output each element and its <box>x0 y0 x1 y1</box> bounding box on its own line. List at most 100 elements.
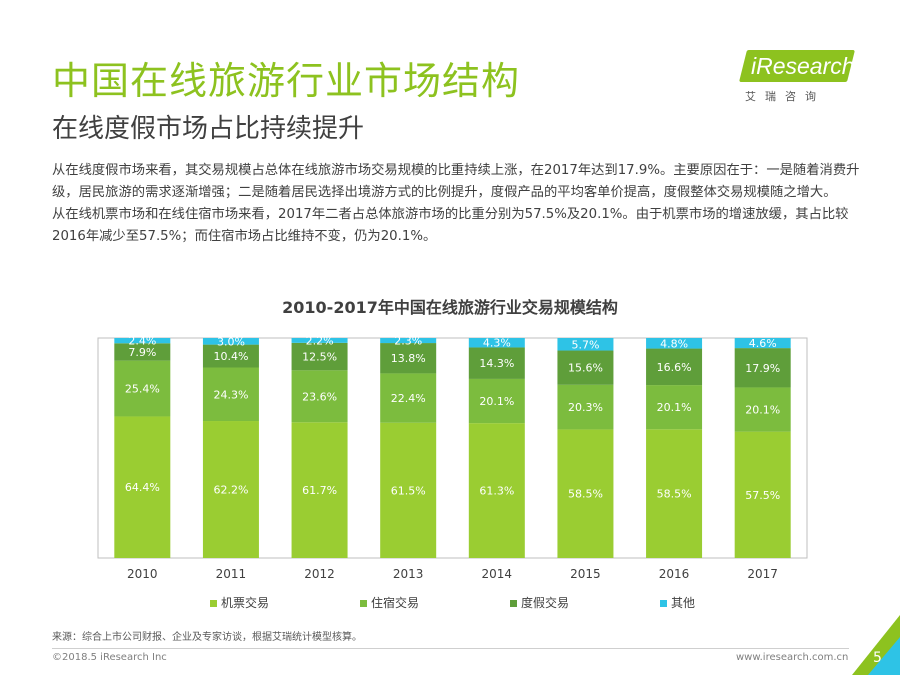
bar-hotel-2016 <box>646 385 703 430</box>
website-link[interactable]: www.iresearch.com.cn <box>736 652 849 663</box>
x-tick-2014: 2014 <box>482 567 513 581</box>
body-text: 从在线度假市场来看，其交易规模占总体在线旅游市场交易规模的比重持续上涨，在201… <box>52 160 872 248</box>
bar-vacation-2014 <box>468 347 525 379</box>
bar-hotel-2017 <box>734 387 791 432</box>
bar-other-2016 <box>646 338 703 349</box>
bar-vacation-2016 <box>646 348 703 386</box>
bar-hotel-2012 <box>291 370 348 423</box>
data-label-hotel-2015: 20.3% <box>568 401 603 414</box>
page-number: 5 <box>873 650 882 666</box>
data-label-hotel-2016: 20.1% <box>657 401 692 414</box>
chart-legend: 机票交易 住宿交易 度假交易 其他 <box>210 594 710 612</box>
legend-swatch-other <box>660 600 667 607</box>
copyright: ©2018.5 iResearch Inc <box>52 652 167 663</box>
data-label-flight-2010: 64.4% <box>125 481 160 494</box>
bar-hotel-2013 <box>380 373 437 423</box>
bar-hotel-2010 <box>114 360 171 417</box>
legend-item-hotel: 住宿交易 <box>360 594 419 611</box>
x-tick-2011: 2011 <box>216 567 247 581</box>
bar-other-2012 <box>291 338 348 343</box>
bar-vacation-2013 <box>380 343 437 374</box>
bar-hotel-2014 <box>468 378 525 424</box>
data-label-flight-2013: 61.5% <box>391 484 426 497</box>
data-label-hotel-2010: 25.4% <box>125 383 160 396</box>
bar-vacation-2017 <box>734 348 791 388</box>
data-label-vacation-2012: 12.5% <box>302 351 337 364</box>
legend-label-other: 其他 <box>671 596 696 610</box>
bar-flight-2010 <box>114 416 171 558</box>
iresearch-logo: iResearch 艾瑞咨询 <box>739 46 855 106</box>
data-label-hotel-2017: 20.1% <box>745 404 780 417</box>
bar-other-2015 <box>557 338 614 351</box>
bar-flight-2017 <box>734 431 791 558</box>
data-label-hotel-2011: 24.3% <box>213 388 248 401</box>
legend-swatch-flight <box>210 600 217 607</box>
data-label-vacation-2011: 10.4% <box>213 350 248 363</box>
logo-brand: iResearch <box>751 53 855 79</box>
footer-divider <box>52 648 849 649</box>
data-label-flight-2011: 62.2% <box>213 484 248 497</box>
data-label-other-2014: 4.3% <box>483 337 511 350</box>
legend-swatch-hotel <box>360 600 367 607</box>
bar-vacation-2011 <box>202 344 259 368</box>
data-label-other-2015: 5.7% <box>571 338 599 351</box>
bar-flight-2011 <box>202 421 259 558</box>
legend-label-vacation: 度假交易 <box>521 596 570 610</box>
bar-vacation-2010 <box>114 343 171 361</box>
legend-item-vacation: 度假交易 <box>510 594 569 611</box>
legend-swatch-vacation <box>510 600 517 607</box>
data-label-vacation-2017: 17.9% <box>745 362 780 375</box>
logo-tagline: 艾瑞咨询 <box>745 90 825 103</box>
data-label-vacation-2010: 7.9% <box>128 346 156 359</box>
data-label-flight-2012: 61.7% <box>302 484 337 497</box>
bar-flight-2013 <box>380 422 437 558</box>
x-tick-2016: 2016 <box>659 567 690 581</box>
data-label-other-2010: 2.4% <box>128 335 156 348</box>
data-label-other-2013: 2.3% <box>394 335 422 348</box>
bar-other-2017 <box>734 338 791 349</box>
data-label-other-2016: 4.8% <box>660 337 688 350</box>
data-label-other-2011: 3.0% <box>217 335 245 348</box>
data-label-flight-2017: 57.5% <box>745 489 780 502</box>
bar-other-2010 <box>114 338 171 344</box>
bar-other-2013 <box>380 338 437 344</box>
source-note: 来源：综合上市公司财报、企业及专家访谈，根据艾瑞统计模型核算。 <box>52 632 362 643</box>
bar-vacation-2012 <box>291 342 348 371</box>
x-tick-2017: 2017 <box>747 567 778 581</box>
legend-item-flight: 机票交易 <box>210 594 269 611</box>
data-label-other-2017: 4.6% <box>749 337 777 350</box>
bar-hotel-2011 <box>202 367 259 422</box>
data-label-other-2012: 2.2% <box>306 334 334 347</box>
paragraph-vacation: 从在线度假市场来看，其交易规模占总体在线旅游市场交易规模的比重持续上涨，在201… <box>52 163 860 200</box>
bar-other-2011 <box>202 338 259 345</box>
data-label-vacation-2016: 16.6% <box>657 361 692 374</box>
page-subtitle: 在线度假市场占比持续提升 <box>52 114 365 144</box>
x-tick-2010: 2010 <box>127 567 158 581</box>
data-label-vacation-2014: 14.3% <box>479 357 514 370</box>
legend-label-flight: 机票交易 <box>221 596 270 610</box>
data-label-flight-2014: 61.3% <box>479 485 514 498</box>
page-title: 中国在线旅游行业市场结构 <box>52 59 521 103</box>
bar-flight-2014 <box>468 423 525 558</box>
bar-flight-2015 <box>557 429 614 558</box>
legend-item-other: 其他 <box>660 594 695 611</box>
data-label-flight-2015: 58.5% <box>568 488 603 501</box>
x-tick-2012: 2012 <box>304 567 335 581</box>
data-label-hotel-2014: 20.1% <box>479 395 514 408</box>
data-label-hotel-2012: 23.6% <box>302 390 337 403</box>
bar-vacation-2015 <box>557 350 614 385</box>
data-label-flight-2016: 58.5% <box>657 488 692 501</box>
data-label-vacation-2013: 13.8% <box>391 352 426 365</box>
bar-flight-2012 <box>291 422 348 558</box>
x-tick-2013: 2013 <box>393 567 424 581</box>
data-label-hotel-2013: 22.4% <box>391 392 426 405</box>
bar-hotel-2015 <box>557 384 614 430</box>
bar-other-2014 <box>468 338 525 348</box>
corner-decoration <box>852 615 900 675</box>
chart-title: 2010-2017年中国在线旅游行业交易规模结构 <box>282 298 618 317</box>
plot-area <box>97 337 808 559</box>
data-label-vacation-2015: 15.6% <box>568 362 603 375</box>
paragraph-flight-hotel: 从在线机票市场和在线住宿市场来看，2017年二者占总体旅游市场的比重分别为57.… <box>52 207 849 244</box>
legend-label-hotel: 住宿交易 <box>371 596 420 610</box>
